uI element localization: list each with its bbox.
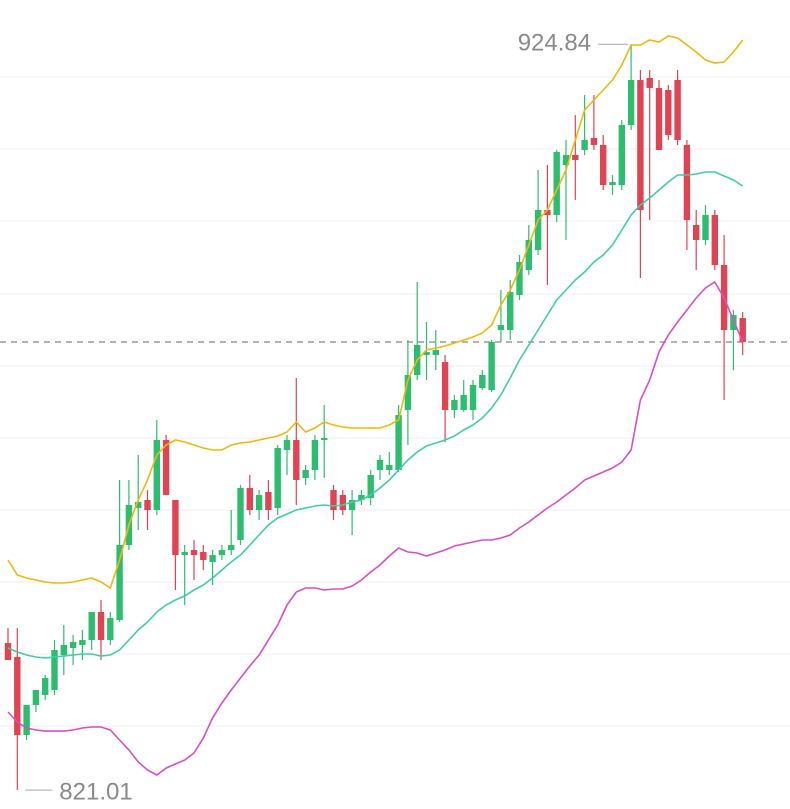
candle-body [348, 500, 356, 510]
candle-body [79, 640, 86, 645]
candle-body [665, 90, 672, 135]
candle-body [497, 325, 505, 331]
candle-body [646, 78, 653, 89]
candle-body [265, 492, 272, 510]
band-line [7, 171, 744, 659]
candle-body [311, 440, 319, 470]
candle-body [162, 440, 170, 495]
candle-body [693, 225, 700, 241]
candle-body [376, 459, 384, 470]
candle-body [404, 375, 412, 410]
candle-body [702, 215, 709, 241]
candle-body [395, 415, 402, 470]
candle-body [153, 440, 160, 510]
candle-body [460, 394, 467, 410]
candle-body [423, 352, 430, 356]
candle-body [618, 125, 625, 185]
candle-body [190, 550, 198, 556]
candle-body [534, 209, 542, 251]
candle-body [181, 552, 188, 556]
candle-body [32, 690, 40, 706]
candle-body [553, 152, 560, 216]
low-label: 821.01 [59, 779, 132, 806]
candle-body [116, 544, 123, 620]
candle-body [683, 144, 691, 220]
candle-body [730, 315, 737, 331]
candle-body [330, 490, 337, 510]
candle-body [200, 552, 207, 560]
candle-body [14, 656, 21, 736]
candle-body [590, 138, 598, 145]
candle-body [23, 705, 30, 736]
candle-body [516, 262, 523, 295]
candle-body [432, 350, 439, 356]
candle-body [283, 440, 291, 451]
candle-body [302, 469, 309, 479]
candle-body [525, 240, 532, 270]
candle-body [674, 80, 681, 141]
candle-body [135, 502, 142, 508]
candle-body [97, 612, 105, 641]
candle-body [469, 384, 477, 410]
candle-body [627, 80, 635, 126]
high-label: 924.84 [518, 30, 591, 57]
candle-body [507, 292, 514, 331]
candle-body [51, 650, 58, 691]
candle-body [246, 488, 253, 510]
candle-body [562, 155, 570, 166]
candle-body [367, 475, 374, 499]
candle-body [386, 465, 393, 470]
candle-body [711, 215, 718, 266]
candle-body [637, 80, 644, 210]
candle-body [293, 440, 300, 481]
candle-body [488, 342, 495, 391]
candle-body [451, 400, 458, 410]
candle-body [609, 181, 616, 185]
candle-body [739, 318, 746, 343]
candle-body [655, 88, 663, 151]
candle-body [144, 500, 151, 510]
candle-body [107, 618, 114, 641]
candle-body [60, 644, 67, 656]
candle-body [321, 438, 328, 441]
band-line [7, 280, 744, 776]
candle-body [441, 362, 449, 410]
candle-body [479, 375, 486, 389]
candle-body [600, 144, 607, 185]
candle-body [237, 488, 244, 541]
candle-body [4, 643, 12, 661]
candle-body [228, 544, 235, 551]
candle-body [274, 447, 281, 508]
candle-body [69, 642, 77, 649]
candle-body [255, 494, 263, 510]
candle-body [581, 140, 588, 151]
candle-body [88, 612, 95, 641]
candle-body [42, 678, 49, 695]
candle-body [209, 555, 216, 563]
candle-body [172, 500, 179, 556]
candle-body [218, 550, 226, 556]
band-line [7, 35, 744, 590]
candle-body [544, 209, 551, 216]
candle-body [572, 155, 579, 160]
candle-body [339, 494, 346, 510]
candle-body [358, 494, 365, 501]
